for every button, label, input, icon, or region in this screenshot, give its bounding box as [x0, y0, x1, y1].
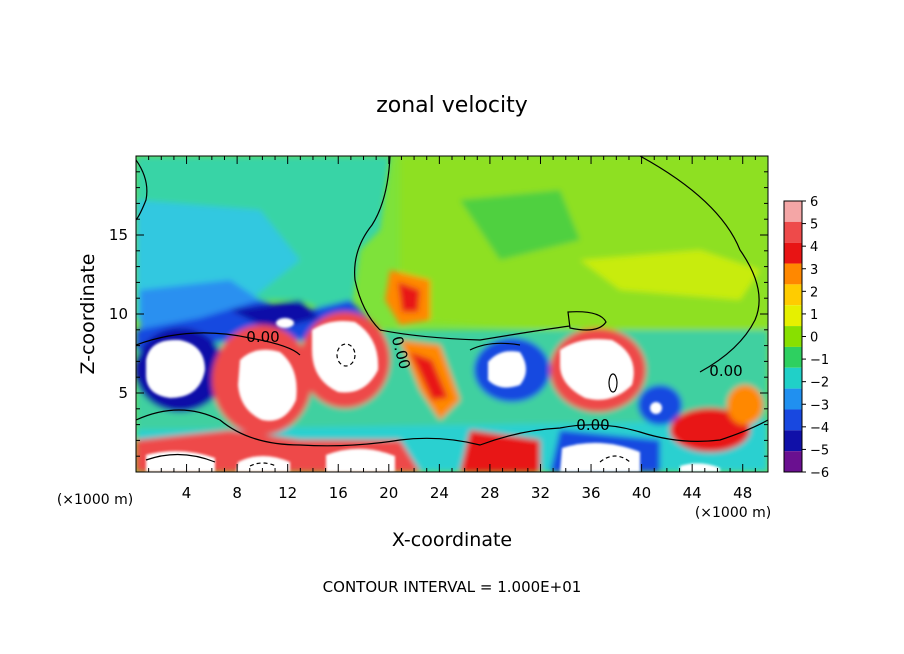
colorbar-label: 3 [810, 263, 818, 278]
x-axis-title: X-coordinate [392, 529, 512, 551]
x-tick-label: 12 [278, 484, 297, 502]
x-tick-label: 48 [733, 484, 752, 502]
colorbar: 6 5 4 3 2 1 0 −1 −2 −3 −4 −5 −6 [783, 195, 829, 481]
contour-label-3: 0.00 [576, 416, 609, 434]
colorbar-label: 6 [810, 195, 818, 210]
x-tick-label: 28 [480, 484, 499, 502]
colorbar-swatch [784, 284, 802, 306]
x-axis: 4 8 12 16 20 24 28 32 36 40 44 48 [148, 156, 756, 502]
colorbar-label: −2 [810, 376, 829, 391]
x-tick-label: 36 [581, 484, 600, 502]
x-tick-label: 4 [182, 484, 192, 502]
colorbar-swatch [784, 409, 802, 431]
colorbar-label: −4 [810, 421, 829, 436]
contour-interval-note: CONTOUR INTERVAL = 1.000E+01 [323, 578, 582, 596]
contour-label-4: 0.00 [709, 362, 742, 380]
colorbar-label: −5 [810, 443, 829, 458]
colorbar-swatch [784, 451, 802, 472]
y-axis-title: Z-coordinate [77, 254, 99, 375]
colorbar-label: −1 [810, 353, 829, 368]
x-tick-label: 8 [232, 484, 242, 502]
colorbar-swatch [784, 221, 802, 243]
colorbar-label: −6 [810, 466, 829, 481]
x-unit-label: (×1000 m) [57, 492, 133, 508]
plot-area: 0.00 0.00 0.00 0.00 [136, 156, 768, 472]
colorbar-swatch [784, 346, 802, 368]
x-tick-label: 44 [683, 484, 702, 502]
contour-label-1: 0.00 [246, 328, 279, 346]
colorbar-label: 4 [810, 240, 818, 255]
x-unit-label-right: (×1000 m) [695, 505, 771, 521]
chart-title: zonal velocity [376, 93, 528, 118]
x-tick-label: 32 [531, 484, 550, 502]
colorbar-swatch [784, 430, 802, 452]
y-axis: 5 10 15 [109, 171, 768, 457]
colorbar-label: 0 [810, 331, 818, 346]
x-tick-label: 16 [329, 484, 348, 502]
x-tick-label: 20 [379, 484, 398, 502]
colorbar-swatch [784, 367, 802, 389]
colorbar-swatch [784, 326, 802, 347]
colorbar-swatch [784, 201, 802, 222]
colorbar-swatch [784, 263, 802, 285]
colorbar-label: 5 [810, 218, 818, 233]
x-tick-label: 40 [632, 484, 651, 502]
colorbar-swatch [784, 242, 802, 264]
colorbar-swatch [784, 388, 802, 410]
y-tick-label: 10 [109, 305, 128, 323]
y-tick-label: 5 [118, 384, 128, 402]
colorbar-label: −3 [810, 398, 829, 413]
colorbar-label: 1 [810, 308, 818, 323]
y-tick-label: 15 [109, 226, 128, 244]
colorbar-swatch [784, 305, 802, 327]
x-tick-label: 24 [430, 484, 449, 502]
colorbar-label: 2 [810, 285, 818, 300]
